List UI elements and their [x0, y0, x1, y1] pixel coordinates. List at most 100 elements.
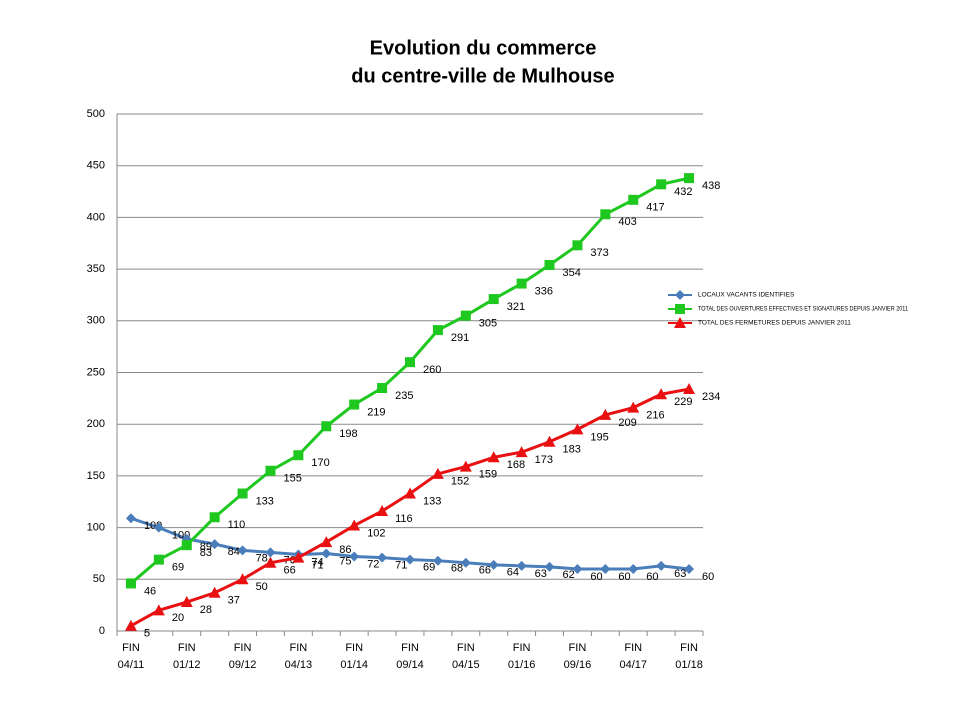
y-tick-label: 0	[99, 625, 105, 637]
data-label: 72	[367, 558, 379, 570]
marker	[543, 435, 556, 447]
data-label: 195	[590, 431, 608, 443]
data-label: 5	[144, 628, 150, 640]
marker	[460, 310, 471, 321]
marker	[431, 467, 444, 479]
marker	[349, 551, 360, 562]
marker	[209, 539, 220, 550]
x-tick-label: FIN 09/14	[396, 642, 424, 671]
data-label: 64	[507, 567, 519, 579]
marker	[459, 460, 472, 472]
data-label: 102	[367, 527, 385, 539]
marker	[432, 325, 443, 336]
data-label: 63	[674, 568, 686, 580]
marker	[152, 604, 165, 616]
data-label: 260	[423, 364, 441, 376]
data-label: 133	[423, 495, 441, 507]
y-tick-label: 350	[87, 263, 105, 275]
marker	[516, 278, 527, 289]
marker	[488, 559, 499, 570]
marker	[674, 317, 686, 328]
data-label: 170	[311, 457, 329, 469]
marker	[376, 505, 389, 517]
marker	[460, 557, 471, 568]
data-label: 84	[228, 546, 240, 558]
marker	[180, 596, 193, 608]
marker	[628, 563, 639, 574]
data-label: 229	[674, 396, 692, 408]
marker	[683, 383, 696, 395]
data-label: 183	[563, 444, 581, 456]
marker	[656, 560, 667, 571]
x-tick-label: FIN 04/13	[284, 642, 313, 671]
marker	[264, 556, 277, 568]
data-label: 63	[535, 568, 547, 580]
marker	[321, 548, 332, 559]
data-label: 209	[618, 417, 636, 429]
data-label: 291	[451, 332, 469, 344]
marker	[349, 399, 360, 410]
data-label: 71	[395, 559, 407, 571]
y-tick-label: 450	[87, 160, 105, 172]
marker	[153, 554, 164, 565]
marker	[544, 561, 555, 572]
x-tick-label: FIN 09/16	[563, 642, 592, 671]
data-label: 46	[144, 585, 156, 597]
x-tick-label: FIN 04/11	[117, 642, 145, 671]
data-label: 69	[423, 562, 435, 574]
data-label: 152	[451, 476, 469, 488]
series: 5 20 28 37 50 66 71 86 102 116 133 152 159 168 173 183 1…	[124, 383, 720, 640]
marker	[572, 240, 583, 251]
marker	[208, 586, 221, 598]
y-tick-label: 300	[87, 315, 105, 327]
marker	[405, 357, 415, 368]
marker	[488, 294, 499, 305]
data-label: 60	[618, 571, 630, 583]
data-label: 71	[311, 559, 323, 571]
data-label: 66	[283, 565, 295, 577]
data-label: 168	[507, 459, 525, 471]
data-label: 403	[618, 216, 636, 228]
series: 46 69 83 110 133 155 170 198 219 235 260 291 305 321 3…	[125, 173, 720, 597]
x-tick-label: FIN 01/14	[340, 642, 368, 671]
marker	[377, 552, 388, 563]
marker	[675, 304, 685, 314]
marker	[487, 451, 500, 463]
marker	[237, 488, 248, 499]
legend-label: TOTAL DES OUVERTURES EFFECTIVES ET SIGNA…	[698, 306, 908, 313]
marker	[209, 512, 220, 523]
marker	[432, 555, 443, 566]
marker	[265, 547, 276, 558]
marker	[544, 259, 555, 270]
data-label: 219	[367, 406, 385, 418]
x-tick-label: FIN 09/12	[228, 642, 257, 671]
marker	[627, 401, 640, 413]
data-label: 60	[702, 571, 714, 583]
marker	[405, 554, 415, 565]
marker	[684, 173, 695, 184]
data-label: 234	[702, 391, 720, 403]
data-label: 116	[395, 513, 413, 525]
y-tick-label: 100	[87, 522, 105, 534]
data-label: 20	[172, 612, 184, 624]
data-label: 60	[646, 571, 658, 583]
y-tick-label: 50	[93, 573, 105, 585]
data-label: 110	[228, 519, 246, 531]
y-tick-label: 150	[87, 470, 105, 482]
data-label: 133	[256, 495, 274, 507]
data-label: 336	[535, 285, 553, 297]
y-tick-label: 400	[87, 211, 105, 223]
data-label: 69	[172, 562, 184, 574]
marker	[684, 563, 695, 574]
marker	[348, 519, 361, 531]
marker	[516, 560, 527, 571]
legend-label: TOTAL DES FERMETURES DEPUIS JANVIER 2011	[698, 320, 851, 327]
x-tick-label: FIN 01/18	[675, 642, 703, 671]
marker	[237, 545, 248, 556]
marker	[265, 465, 276, 476]
marker	[125, 578, 136, 589]
marker	[675, 290, 685, 300]
data-label: 354	[563, 267, 581, 279]
